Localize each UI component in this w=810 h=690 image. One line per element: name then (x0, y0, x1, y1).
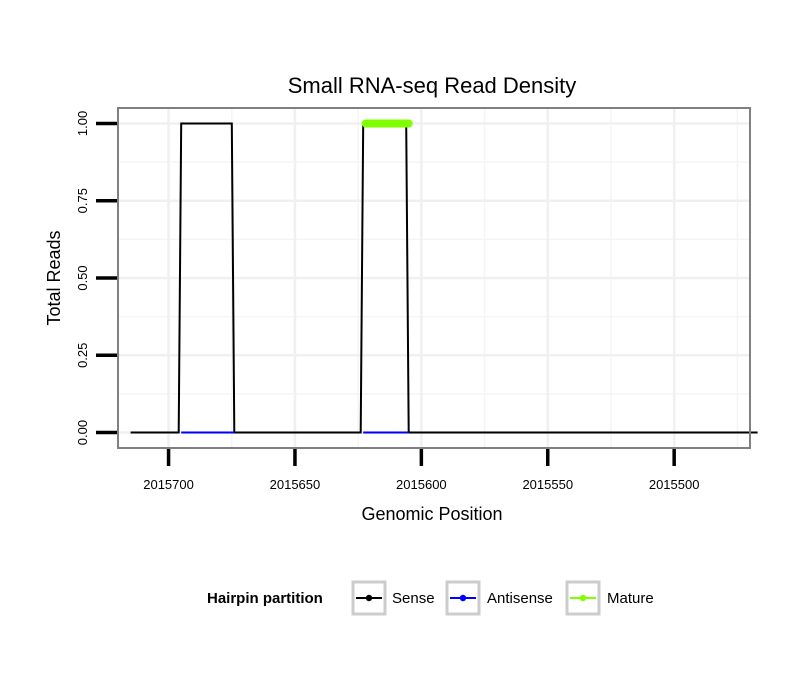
legend-point-antisense (459, 594, 467, 602)
y-tick-label: 1.00 (75, 111, 90, 136)
plot-border (117, 107, 751, 449)
legend-point-mature (579, 594, 587, 602)
y-tick-label: 0.25 (75, 343, 90, 368)
y-tick-label: 0.50 (75, 265, 90, 290)
x-tick-label: 2015650 (270, 477, 321, 492)
y-axis-label: Total Reads (44, 230, 64, 325)
y-axis: 0.00 0.25 0.50 0.75 1.00 (75, 111, 117, 445)
y-tick-label: 0.00 (75, 420, 90, 445)
x-tick-label: 2015600 (396, 477, 447, 492)
legend-point-sense (365, 594, 373, 602)
legend-title: Hairpin partition (207, 590, 323, 607)
x-axis: 2015700 2015650 2015600 2015550 2015500 (143, 449, 699, 492)
legend-label-mature: Mature (607, 590, 654, 607)
y-tick-label: 0.75 (75, 188, 90, 213)
legend-label-antisense: Antisense (487, 590, 553, 607)
x-axis-label: Genomic Position (361, 504, 502, 524)
chart-title: Small RNA-seq Read Density (288, 73, 577, 98)
legend-label-sense: Sense (392, 590, 435, 607)
plot-panel (117, 107, 758, 449)
legend: Hairpin partition Sense Antisense Mature (207, 580, 654, 616)
x-tick-label: 2015700 (143, 477, 194, 492)
series-layer (130, 119, 758, 434)
legend-entry-mature: Mature (565, 580, 654, 616)
x-tick-label: 2015500 (649, 477, 700, 492)
x-tick-label: 2015550 (522, 477, 573, 492)
legend-entry-antisense: Antisense (445, 580, 553, 616)
legend-entry-sense: Sense (351, 580, 435, 616)
series-line-sense-0 (130, 122, 758, 434)
